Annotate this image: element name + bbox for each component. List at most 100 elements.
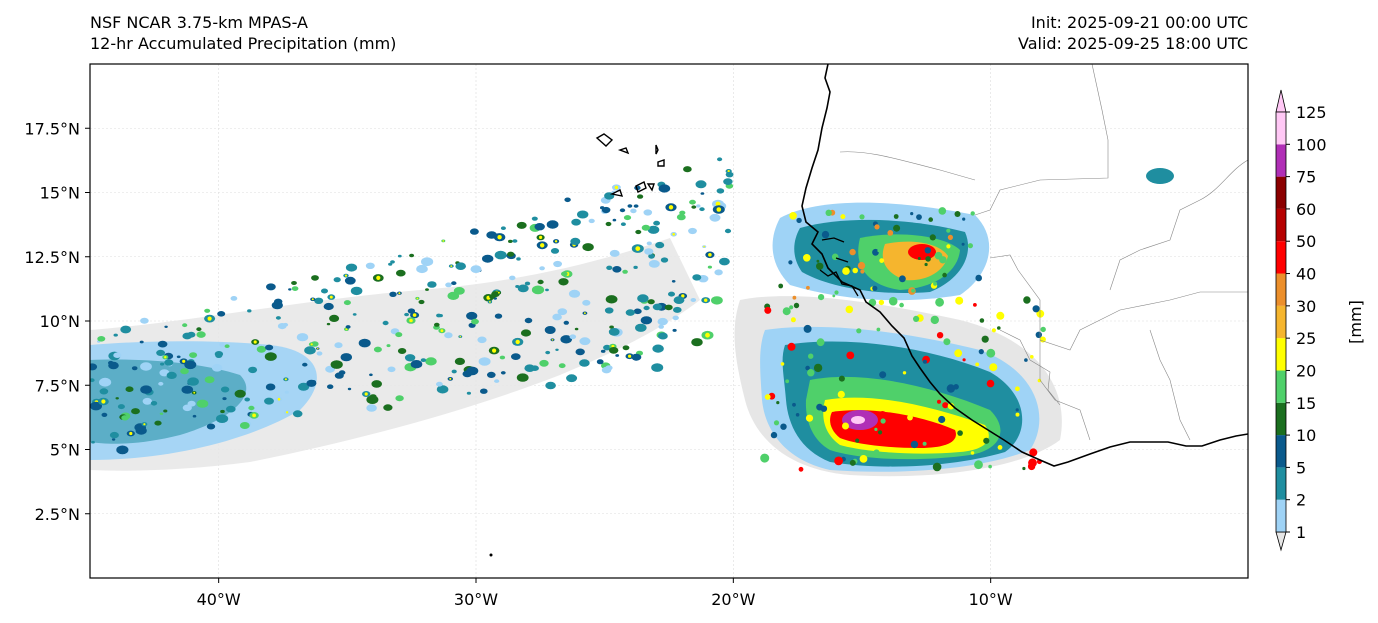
precip-cell	[160, 362, 165, 366]
precip-cell	[121, 415, 129, 421]
lon-tick-label: 40°W	[197, 590, 241, 609]
precip-cell	[942, 402, 949, 409]
precip-cell	[90, 378, 95, 383]
precip-cell	[787, 342, 796, 351]
precip-cell	[571, 218, 581, 226]
precip-cell	[818, 294, 825, 301]
precip-cell	[1022, 466, 1026, 471]
precip-cell-core	[252, 413, 256, 418]
precip-cell	[396, 269, 406, 277]
precip-cell	[888, 296, 898, 306]
colorbar-segment	[1276, 402, 1286, 436]
precip-cell	[321, 288, 328, 294]
precip-cell	[524, 317, 533, 324]
precip-cell-core	[614, 185, 619, 190]
precip-cell	[808, 353, 814, 359]
precip-cell	[879, 258, 885, 263]
precip-cell	[877, 249, 881, 253]
precip-cell	[764, 394, 771, 400]
precip-cell	[820, 405, 828, 412]
precip-cell-core	[554, 240, 558, 243]
precip-cell	[605, 221, 612, 227]
precip-cell	[545, 381, 556, 390]
precip-cell	[622, 345, 630, 351]
precip-cell	[296, 333, 309, 342]
precip-cell	[425, 288, 429, 291]
colorbar-tick-label: 60	[1296, 200, 1316, 219]
precip-cell	[369, 394, 377, 400]
precip-cell	[630, 208, 637, 214]
precip-cell	[690, 298, 697, 302]
colorbar-tick-label: 50	[1296, 232, 1316, 251]
colorbar-segment	[1276, 370, 1286, 403]
precip-cell	[397, 348, 407, 354]
precip-cell	[907, 414, 913, 421]
precip-cell	[825, 209, 832, 216]
precip-cell	[935, 297, 944, 307]
precip-cell	[350, 286, 363, 296]
precip-cell	[789, 212, 797, 220]
precip-cell	[386, 344, 391, 348]
precip-cell	[494, 313, 503, 319]
precip-cell	[625, 309, 635, 316]
precip-cell	[451, 369, 457, 374]
precip-cell	[860, 269, 865, 274]
precip-cell-core	[310, 343, 313, 346]
precip-cell	[182, 323, 188, 328]
precip-cell	[776, 401, 780, 405]
precip-cell	[635, 229, 642, 235]
precip-cell	[612, 266, 622, 273]
precip-cell	[974, 460, 983, 470]
cape-verde-islands	[595, 133, 665, 197]
precip-cell	[220, 386, 230, 393]
lat-tick-label: 7.5°N	[35, 376, 80, 395]
precip-cell	[142, 397, 152, 405]
map-header-left: NSF NCAR 3.75-km MPAS-A 12-hr Accumulate…	[90, 12, 396, 54]
precip-cell	[916, 214, 922, 221]
precip-cell-core	[489, 301, 491, 303]
precip-cell-core	[182, 359, 186, 363]
precip-cell	[790, 317, 796, 323]
precip-cell	[986, 379, 995, 388]
precip-cell	[344, 276, 356, 285]
precip-cell	[967, 243, 974, 249]
precip-cell	[434, 322, 440, 327]
precip-cell	[878, 430, 883, 435]
precip-cell	[494, 379, 500, 383]
precip-cell-core	[164, 356, 167, 359]
precip-cell	[466, 366, 479, 376]
precip-cell	[872, 285, 878, 291]
precip-cell	[154, 420, 162, 426]
precip-cell	[832, 294, 836, 298]
precip-cell	[1030, 355, 1034, 359]
precip-cell	[922, 359, 928, 364]
precip-cell	[204, 308, 211, 313]
precip-cell	[793, 302, 800, 309]
precip-cell	[929, 234, 936, 241]
precip-cell	[789, 305, 794, 310]
precip-cell	[436, 385, 449, 394]
precip-cell	[913, 315, 920, 322]
precip-cell	[395, 332, 403, 338]
precip-cell	[111, 438, 116, 441]
precip-cell	[500, 226, 506, 230]
precip-cell	[805, 365, 810, 371]
precip-cell	[574, 327, 579, 331]
precip-cell	[658, 184, 671, 193]
colorbar-tick-label: 100	[1296, 135, 1327, 154]
precip-cell	[189, 352, 198, 358]
precip-cell	[989, 363, 998, 372]
precip-cell-core	[101, 399, 106, 404]
precip-cell	[651, 363, 664, 372]
precip-cell	[383, 404, 393, 411]
precip-cell	[180, 368, 189, 375]
precip-cell	[856, 328, 862, 334]
precip-cell	[609, 249, 620, 257]
precip-cell-core	[329, 295, 333, 299]
precip-cell	[99, 377, 112, 387]
precip-cell	[954, 349, 963, 358]
precip-cell	[873, 449, 880, 456]
precip-cell	[516, 221, 527, 229]
precip-cell	[668, 291, 675, 297]
